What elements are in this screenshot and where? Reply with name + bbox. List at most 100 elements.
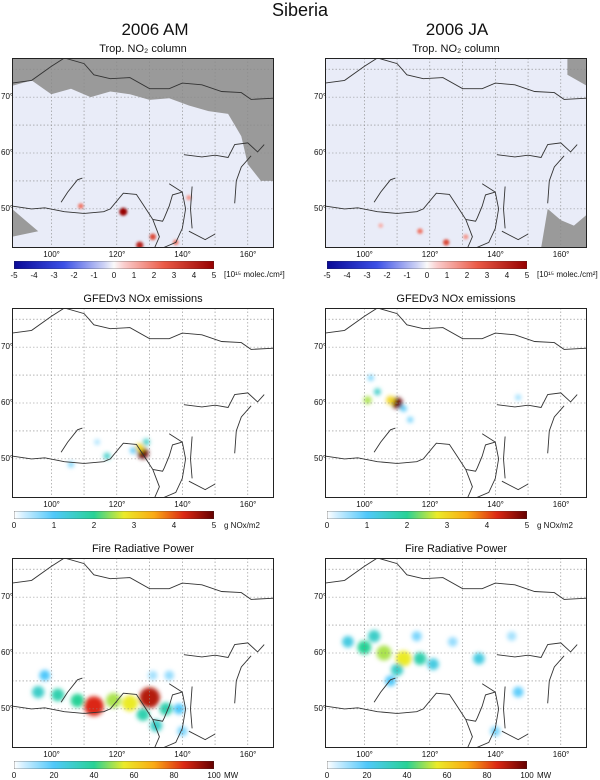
panel-2-1-coastline-0 xyxy=(325,558,587,600)
panel-0-0-colorbar-gradient xyxy=(14,261,214,269)
panel-1-1-lat-label: 50° xyxy=(314,453,327,463)
panel-0-1-lon-label: 140° xyxy=(487,250,504,259)
panel-1-0-coastline-1 xyxy=(162,433,187,498)
panel-2-0-colorbar-tick: 20 xyxy=(49,771,59,780)
panel-1-1-hotspot-3 xyxy=(374,388,381,396)
panel-2-1-coastline-2 xyxy=(496,642,578,659)
panel-0-1-lon-label: 120° xyxy=(421,250,439,259)
panel-1-0-coastline-4 xyxy=(190,436,193,479)
panel-2-1-coastline-1 xyxy=(475,683,500,748)
panel-1-1-hotspot-1 xyxy=(386,395,395,405)
panel-0-1-colorbar-tick: 4 xyxy=(504,271,510,280)
panel-2-0-coastline-8 xyxy=(152,719,160,748)
panel-2-1-hotspot-1 xyxy=(376,645,392,661)
panel-0-1-colorbar-tick: 3 xyxy=(484,271,490,280)
panel-1-1-coastline-2 xyxy=(496,392,578,409)
panel-1-1-hotspot-5 xyxy=(407,416,414,423)
panel-1-0-hotspot-4 xyxy=(103,452,111,460)
panel-1-1-lat-label: 70° xyxy=(314,342,327,352)
panel-0-1-colorbar-tick: 0 xyxy=(424,271,430,280)
panel-1-1-hotspot-7 xyxy=(515,394,522,401)
panel-0-0-frame xyxy=(12,58,274,248)
panel-0-0-lon-label: 100° xyxy=(43,250,60,259)
column-title-am: 2006 AM xyxy=(121,20,189,39)
panel-2-0-hotspot-10 xyxy=(173,703,185,715)
panel-1-1-hotspot-4 xyxy=(400,405,407,412)
panel-0-1-lat-label: 50° xyxy=(314,203,327,213)
panel-2-1-hotspot-4 xyxy=(391,663,404,676)
panel-0-0-hotspot-5 xyxy=(186,195,192,201)
panel-0-0-lon-label: 160° xyxy=(239,250,257,259)
panel-2-0-hotspot-12 xyxy=(164,670,174,681)
panel-1-0-colorbar xyxy=(14,511,214,519)
panel-2-1-lat-label: 60° xyxy=(314,648,327,657)
panel-2-1-hotspot-3 xyxy=(413,652,427,665)
panel-0-1-coastline-7 xyxy=(325,191,496,222)
panel-1-0-frame xyxy=(12,308,274,498)
panel-0-1-colorbar-tick: 5 xyxy=(524,271,530,280)
panel-1-0-coastline-2 xyxy=(183,392,265,409)
panel-2-0-lat-label: 50° xyxy=(1,703,14,713)
panel-0-1-colorbar-tick: -3 xyxy=(363,271,371,280)
panel-1-1-lon-label: 120° xyxy=(421,500,439,509)
panel-0-0-colorbar-tick: 2 xyxy=(151,271,157,280)
panel-2-0-colorbar-tick: 80 xyxy=(169,771,179,780)
panel-1-0-lat-label: 50° xyxy=(1,453,14,463)
panel-0-1-masked-region-1 xyxy=(567,58,587,86)
panel-2-0-hotspot-9 xyxy=(136,708,150,721)
panel-2-1-colorbar-tick: 40 xyxy=(402,771,412,780)
panel-0-1-hotspot-3 xyxy=(378,223,384,229)
panel-1-1-colorbar-tick: 1 xyxy=(364,521,370,530)
panel-0-1-colorbar xyxy=(327,261,527,269)
panel-2-1-map xyxy=(325,558,587,748)
panel-0-0-colorbar-tick: -3 xyxy=(50,271,58,280)
panel-2-0-hotspot-0 xyxy=(139,687,160,708)
panel-2-0-hotspot-6 xyxy=(32,686,45,699)
panel-0-1-colorbar-tick: -5 xyxy=(323,271,331,280)
panel-0-0-lat-label: 50° xyxy=(1,203,14,213)
panel-2-1-lon-label: 100° xyxy=(356,750,373,759)
panel-2-0-lon-label: 100° xyxy=(43,750,60,759)
panel-2-0-colorbar-unit: MW xyxy=(224,771,239,780)
panel-2-0-lon-label: 120° xyxy=(108,750,126,759)
panel-1-1-lon-label: 140° xyxy=(487,500,504,509)
panel-2-0-hotspot-8 xyxy=(150,719,163,732)
panel-0-1-masked-region-0 xyxy=(541,208,587,248)
panel-2-0-coastline-6 xyxy=(60,677,83,703)
panel-2-0-colorbar-tick: 40 xyxy=(89,771,99,780)
panel-0-0-map xyxy=(12,58,274,248)
panel-1-0-colorbar-tick: 5 xyxy=(211,521,217,530)
panel-0-0-lat-label: 70° xyxy=(1,92,14,102)
panel-2-0-hotspot-4 xyxy=(70,693,85,708)
panel-2-1-hotspot-7 xyxy=(427,658,439,670)
panel-1-1-coastline-1 xyxy=(475,433,500,498)
panel-1-1-coastline-7 xyxy=(325,441,496,472)
panel-1-0-colorbar-tick: 3 xyxy=(131,521,137,530)
panel-0-1-colorbar-gradient xyxy=(327,261,527,269)
panel-0-1-colorbar-tick: -1 xyxy=(403,271,411,280)
panel-0-0-coastline-5 xyxy=(188,230,216,241)
panel-1-1-colorbar xyxy=(327,511,527,519)
panel-0-1-coastline-0 xyxy=(325,58,587,100)
panel-0-0-title: Trop. NO₂ column xyxy=(99,43,187,55)
panel-2-1-lon-label: 140° xyxy=(487,750,504,759)
panel-2-0-title: Fire Radiative Power xyxy=(91,543,195,555)
panel-0-0-lat-label: 60° xyxy=(1,148,14,157)
panel-0-0-coastline-4 xyxy=(190,186,193,229)
panel-2-0-coastline-2 xyxy=(183,642,265,659)
panel-2-1-coastline-5 xyxy=(501,730,529,741)
panel-1-1-colorbar-tick: 0 xyxy=(324,521,330,530)
panel-0-0-coastline-2 xyxy=(183,142,265,159)
panel-2-1-hotspot-14 xyxy=(507,631,517,641)
panel-2-0-colorbar-tick: 60 xyxy=(129,771,139,780)
panel-2-1-colorbar-tick: 80 xyxy=(482,771,492,780)
panel-2-1-lat-label: 50° xyxy=(314,703,327,713)
panel-0-1-colorbar-tick: 1 xyxy=(444,271,450,280)
panel-2-0-coastline-3 xyxy=(234,655,252,704)
panel-1-0-title: GFEDv3 NOx emissions xyxy=(83,293,203,305)
panel-2-0-colorbar-tick: 0 xyxy=(11,771,17,780)
panel-1-1-colorbar-tick: 3 xyxy=(444,521,450,530)
panel-0-1-colorbar-unit: [10¹⁵ molec./cm²] xyxy=(537,270,598,279)
panel-0-0-colorbar-tick: -1 xyxy=(90,271,98,280)
panel-1-1-coastline-8 xyxy=(465,469,473,498)
